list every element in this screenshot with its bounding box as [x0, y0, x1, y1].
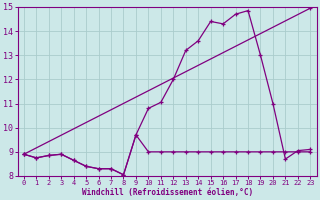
X-axis label: Windchill (Refroidissement éolien,°C): Windchill (Refroidissement éolien,°C): [82, 188, 253, 197]
